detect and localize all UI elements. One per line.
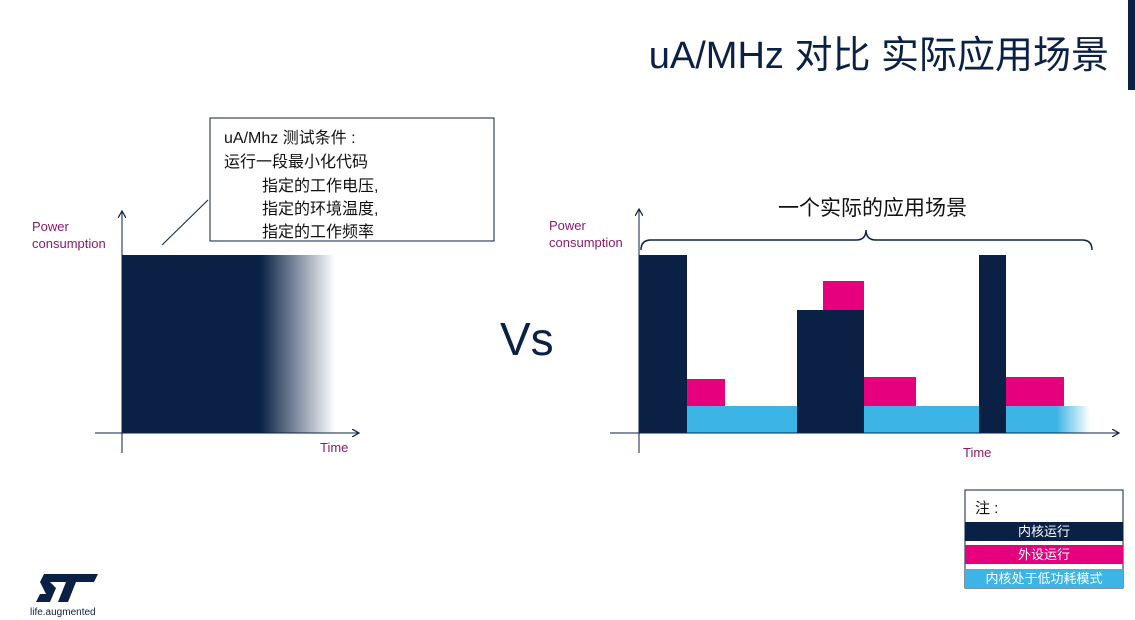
legend-item: 内核处于低功耗模式	[965, 569, 1123, 588]
peripheral-block	[823, 281, 864, 310]
x-axis-label: Time	[963, 445, 992, 460]
scenario-blocks	[639, 255, 1090, 433]
peripheral-block	[687, 379, 725, 406]
low-power-block	[1006, 406, 1090, 433]
title: uA/MHz 对比 实际应用场景	[648, 35, 1109, 77]
legend-item: 内核运行	[965, 522, 1123, 541]
legend-title: 注 :	[975, 500, 999, 517]
condition-line: 指定的工作频率	[262, 224, 375, 241]
st-logo	[36, 574, 98, 602]
peripheral-block	[864, 377, 916, 406]
brace	[640, 229, 1093, 251]
conditions-box	[209, 117, 495, 242]
low-power-block	[687, 406, 797, 433]
condition-line: 指定的环境温度,	[262, 201, 379, 218]
y-axis-label: Power consumption	[32, 219, 106, 251]
logo-tagline: life.augmented	[30, 607, 96, 618]
callout-line	[161, 199, 209, 246]
x-axis-label: Time	[320, 440, 349, 455]
condition-line: 运行一段最小化代码	[224, 154, 369, 171]
peripheral-block	[1006, 377, 1064, 406]
legend-item: 外设运行	[965, 545, 1123, 564]
side-bar	[1128, 0, 1135, 90]
core-block	[979, 255, 1006, 433]
y-axis-label: Power consumption	[549, 218, 623, 250]
low-power-block	[864, 406, 979, 433]
condition-line: uA/Mhz 测试条件 :	[224, 130, 356, 147]
brace-label: 一个实际的应用场景	[778, 197, 967, 220]
core-block	[797, 310, 864, 433]
power-block	[122, 255, 335, 433]
versus: Vs	[500, 313, 554, 365]
core-block	[639, 255, 687, 433]
condition-line: 指定的工作电压,	[262, 178, 379, 195]
